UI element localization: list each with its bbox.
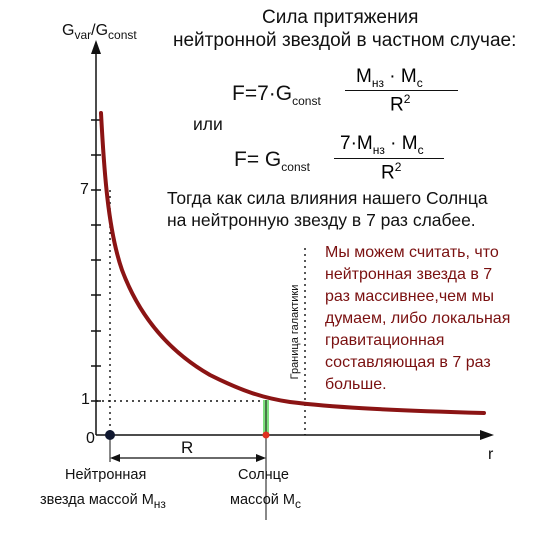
neutron-star-label-line-1: Нейтронная: [65, 467, 147, 483]
sun-marker: [262, 431, 270, 439]
origin-label: 0: [86, 430, 95, 447]
conclusion-line-2: нейтронная звезда в 7: [325, 266, 493, 283]
conclusion-line-5: гравитационная: [325, 332, 445, 349]
statement-line-1: Тогда как сила влияния нашего Солнца: [167, 188, 488, 208]
x-axis-arrow: [480, 430, 494, 440]
formula-2-denominator: R2: [381, 160, 402, 184]
gravity-curve: [99, 111, 486, 415]
conclusion-line-6: составляющая в 7 раз: [325, 354, 491, 371]
formula-1-numerator: Mнз · Mc: [356, 66, 423, 90]
conclusion-line-3: раз массивнее,чем мы: [325, 288, 494, 305]
title-line-2: нейтронной звездой в частном случае:: [173, 30, 517, 51]
conclusion-text: Мы можем считать, что нейтронная звезда …: [325, 242, 510, 396]
sun-label-line-1: Солнце: [238, 467, 289, 483]
y-axis-arrow: [91, 40, 101, 54]
neutron-star-marker: [105, 430, 115, 440]
title-line-1: Сила притяжения: [262, 7, 419, 28]
distance-arrow-left: [110, 454, 120, 462]
x-axis-label: r: [488, 446, 494, 463]
conclusion-line-4: думаем, либо локальная: [325, 310, 511, 327]
statement-line-2: на нейтронную звезду в 7 раз слабее.: [167, 210, 476, 230]
sun-label-line-2: массой Mc: [230, 492, 301, 511]
formula-1-denominator: R2: [390, 92, 411, 116]
formula-2-fraction-bar: [334, 158, 444, 160]
or-text: или: [193, 114, 223, 134]
y-tick-label-7: 7: [80, 181, 89, 198]
formula-2-numerator: 7·Mнз · Mc: [340, 133, 424, 157]
formula-1-lhs: F=7·Gconst: [232, 82, 321, 109]
formula-1-fraction-bar: [345, 90, 458, 92]
y-axis-label: Gvar/Gconst: [62, 22, 137, 43]
distance-arrow-right: [256, 454, 266, 462]
conclusion-line-1: Мы можем считать, что: [325, 244, 499, 261]
galaxy-border-label: Граница галактики: [289, 284, 301, 380]
formula-2-lhs: F= Gconst: [234, 148, 310, 175]
distance-label: R: [181, 438, 194, 457]
conclusion-line-7: больше.: [325, 376, 387, 393]
neutron-star-label-line-2: звезда массой Mнз: [40, 492, 166, 511]
y-tick-label-1: 1: [81, 391, 90, 408]
